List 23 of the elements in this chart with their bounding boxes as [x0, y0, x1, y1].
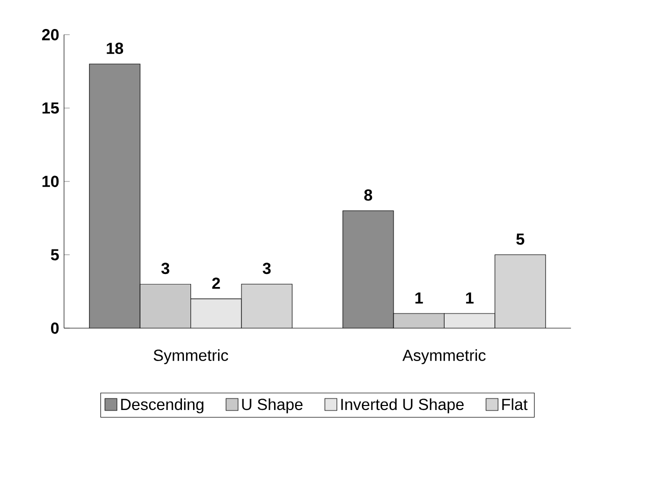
data-label: 2: [212, 278, 220, 289]
data-label: 8: [364, 190, 372, 201]
legend-label: Flat: [502, 398, 528, 410]
bar: [190, 299, 242, 328]
y-tick-label: 15: [42, 102, 59, 114]
data-label: 18: [106, 42, 124, 54]
x-tick-label: Symmetric: [154, 349, 228, 364]
data-label: 1: [466, 292, 474, 304]
y-tick-label: 0: [51, 322, 59, 334]
bar: [444, 313, 496, 328]
y-tick-label: 10: [42, 176, 59, 188]
bar: [89, 64, 140, 328]
data-label: 3: [161, 262, 170, 274]
data-label: 1: [415, 292, 423, 304]
data-label: 5: [516, 234, 524, 245]
bar: [342, 210, 394, 328]
y-tick-label: 20: [42, 29, 59, 41]
legend-label: U Shape: [242, 398, 303, 414]
data-label: 3: [262, 262, 271, 274]
legend-label: Descending: [121, 398, 204, 414]
legend-label: Inverted U Shape: [341, 398, 464, 414]
y-tick-label: 5: [50, 249, 59, 261]
x-tick-label: Asymmetric: [402, 349, 486, 364]
